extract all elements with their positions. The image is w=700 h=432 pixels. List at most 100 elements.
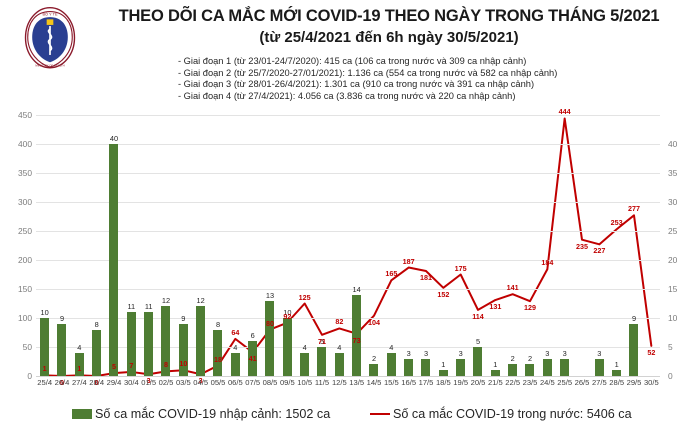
bar-value-label: 4 (77, 342, 82, 352)
bar-value-label: 12 (196, 296, 205, 306)
x-tick-24-5: 24/5 (539, 378, 555, 387)
line-value-label: 131 (489, 302, 502, 312)
bar-value-label: 6 (250, 331, 255, 341)
x-tick-25-4: 25/4 (37, 378, 53, 387)
bar-value-label: 11 (127, 302, 136, 312)
line-value-label: 1 (77, 364, 82, 374)
bar-11-5[interactable] (317, 347, 327, 376)
bar-15-5[interactable] (386, 352, 396, 376)
bar-25-5[interactable] (560, 358, 570, 376)
x-tick-14-5: 14/5 (366, 378, 382, 387)
line-value-label: 18 (214, 354, 222, 364)
bar-06-5[interactable] (230, 352, 240, 376)
bar-02-5[interactable] (161, 306, 171, 376)
bar-01-5[interactable] (144, 312, 154, 376)
line-value-label: 104 (368, 317, 380, 327)
x-tick-27-5: 27/5 (591, 378, 607, 387)
x-tick-23-5: 23/5 (522, 378, 538, 387)
line-value-label: 5 (112, 362, 116, 372)
x-tick-19-5: 19/5 (453, 378, 469, 387)
x-tick-12-5: 12/5 (331, 378, 347, 387)
line-value-label: 444 (558, 107, 571, 117)
line-value-label: 114 (472, 311, 484, 321)
x-tick-26-4: 26/4 (54, 378, 70, 387)
bar-30-4[interactable] (126, 312, 136, 376)
bar-16-5[interactable] (404, 358, 414, 376)
bar-13-5[interactable] (352, 294, 362, 376)
bar-24-5[interactable] (542, 358, 552, 376)
line-value-label: 152 (437, 289, 450, 299)
bar-07-5[interactable] (248, 341, 258, 376)
x-tick-06-5: 06/5 (227, 378, 243, 387)
bar-09-5[interactable] (282, 318, 292, 376)
bar-28-4[interactable] (92, 329, 102, 376)
line-value-label: 227 (593, 246, 606, 256)
x-tick-10-5: 10/5 (297, 378, 313, 387)
legend-item-domestic[interactable]: Số ca mắc COVID-19 trong nước: 5406 ca (370, 404, 632, 424)
x-tick-02-5: 02/5 (158, 378, 174, 387)
y-axis-left-tick: 300 (18, 197, 32, 207)
x-tick-28-4: 28/4 (89, 378, 105, 387)
phase-item-4: - Giai đoạn 4 (từ 27/4/2021): 4.056 ca (… (178, 90, 516, 101)
x-tick-20-5: 20/5 (470, 378, 486, 387)
line-value-label: 175 (454, 263, 467, 273)
x-tick-25-5: 25/5 (557, 378, 573, 387)
bar-14-5[interactable] (369, 364, 379, 376)
bar-value-label: 9 (181, 313, 186, 323)
bar-03-5[interactable] (178, 323, 188, 376)
legend-item-imported[interactable]: Số ca mắc COVID-19 nhập cảnh: 1502 ca (72, 404, 330, 424)
bar-value-label: 4 (302, 342, 307, 352)
bar-value-label: 10 (283, 308, 292, 317)
bar-25-4[interactable] (40, 318, 50, 376)
bar-23-5[interactable] (525, 364, 535, 376)
bar-value-label: 3 (562, 348, 567, 358)
y-axis-left-tick: 250 (18, 226, 32, 236)
x-tick-08-5: 08/5 (262, 378, 278, 387)
x-tick-29-5: 29/5 (626, 378, 642, 387)
bar-value-label: 9 (59, 313, 65, 323)
line-value-label: 0 (60, 378, 64, 387)
line-value-label: 141 (506, 283, 519, 293)
bar-value-label: 2 (510, 354, 515, 364)
bar-19-5[interactable] (456, 358, 466, 376)
line-value-label: 8 (164, 360, 168, 370)
bar-22-5[interactable] (508, 364, 518, 376)
bar-27-5[interactable] (594, 358, 604, 376)
bar-value-label: 4 (389, 342, 394, 352)
x-tick-03-5: 03/5 (175, 378, 191, 387)
bar-20-5[interactable] (473, 347, 483, 376)
bar-26-4[interactable] (57, 323, 67, 376)
bar-29-5[interactable] (629, 323, 639, 376)
bar-27-4[interactable] (74, 352, 84, 376)
bar-value-label: 13 (265, 290, 275, 300)
line-value-label: 0 (94, 378, 99, 387)
bar-18-5[interactable] (438, 370, 448, 376)
bar-29-4[interactable] (109, 144, 119, 376)
bar-28-5[interactable] (612, 370, 622, 376)
line-value-label: 80 (266, 318, 274, 328)
y-axis-right-tick: 10 (668, 313, 678, 323)
bar-17-5[interactable] (421, 358, 431, 376)
line-value-label: 73 (352, 335, 361, 345)
bar-value-label: 3 (545, 348, 550, 358)
y-axis-left-tick: 200 (18, 255, 32, 265)
bar-12-5[interactable] (334, 352, 344, 376)
bar-value-label: 5 (319, 337, 325, 346)
line-value-label: 3 (146, 376, 151, 386)
chart-legend: Số ca mắc COVID-19 nhập cảnh: 1502 ca Số… (0, 404, 700, 428)
gridline (36, 173, 660, 174)
svg-text:BỘ Y TẾ: BỘ Y TẾ (42, 11, 57, 16)
y-axis-right-tick: 35 (668, 168, 678, 178)
x-tick-11-5: 11/5 (314, 378, 330, 387)
bar-10-5[interactable] (300, 352, 310, 376)
y-axis-right-tick: 30 (668, 197, 678, 207)
bo-y-te-logo: BỘ Y TẾ MINISTRY OF HEALTH (24, 6, 76, 69)
legend-bar-swatch-icon (72, 409, 92, 419)
y-axis-left-tick: 450 (18, 110, 32, 120)
bar-04-5[interactable] (196, 306, 206, 376)
bar-05-5[interactable] (213, 329, 223, 376)
y-axis-left-tick: 150 (18, 284, 32, 294)
bar-08-5[interactable] (265, 300, 275, 376)
bar-21-5[interactable] (490, 370, 500, 376)
x-tick-30-5: 30/5 (643, 378, 659, 387)
